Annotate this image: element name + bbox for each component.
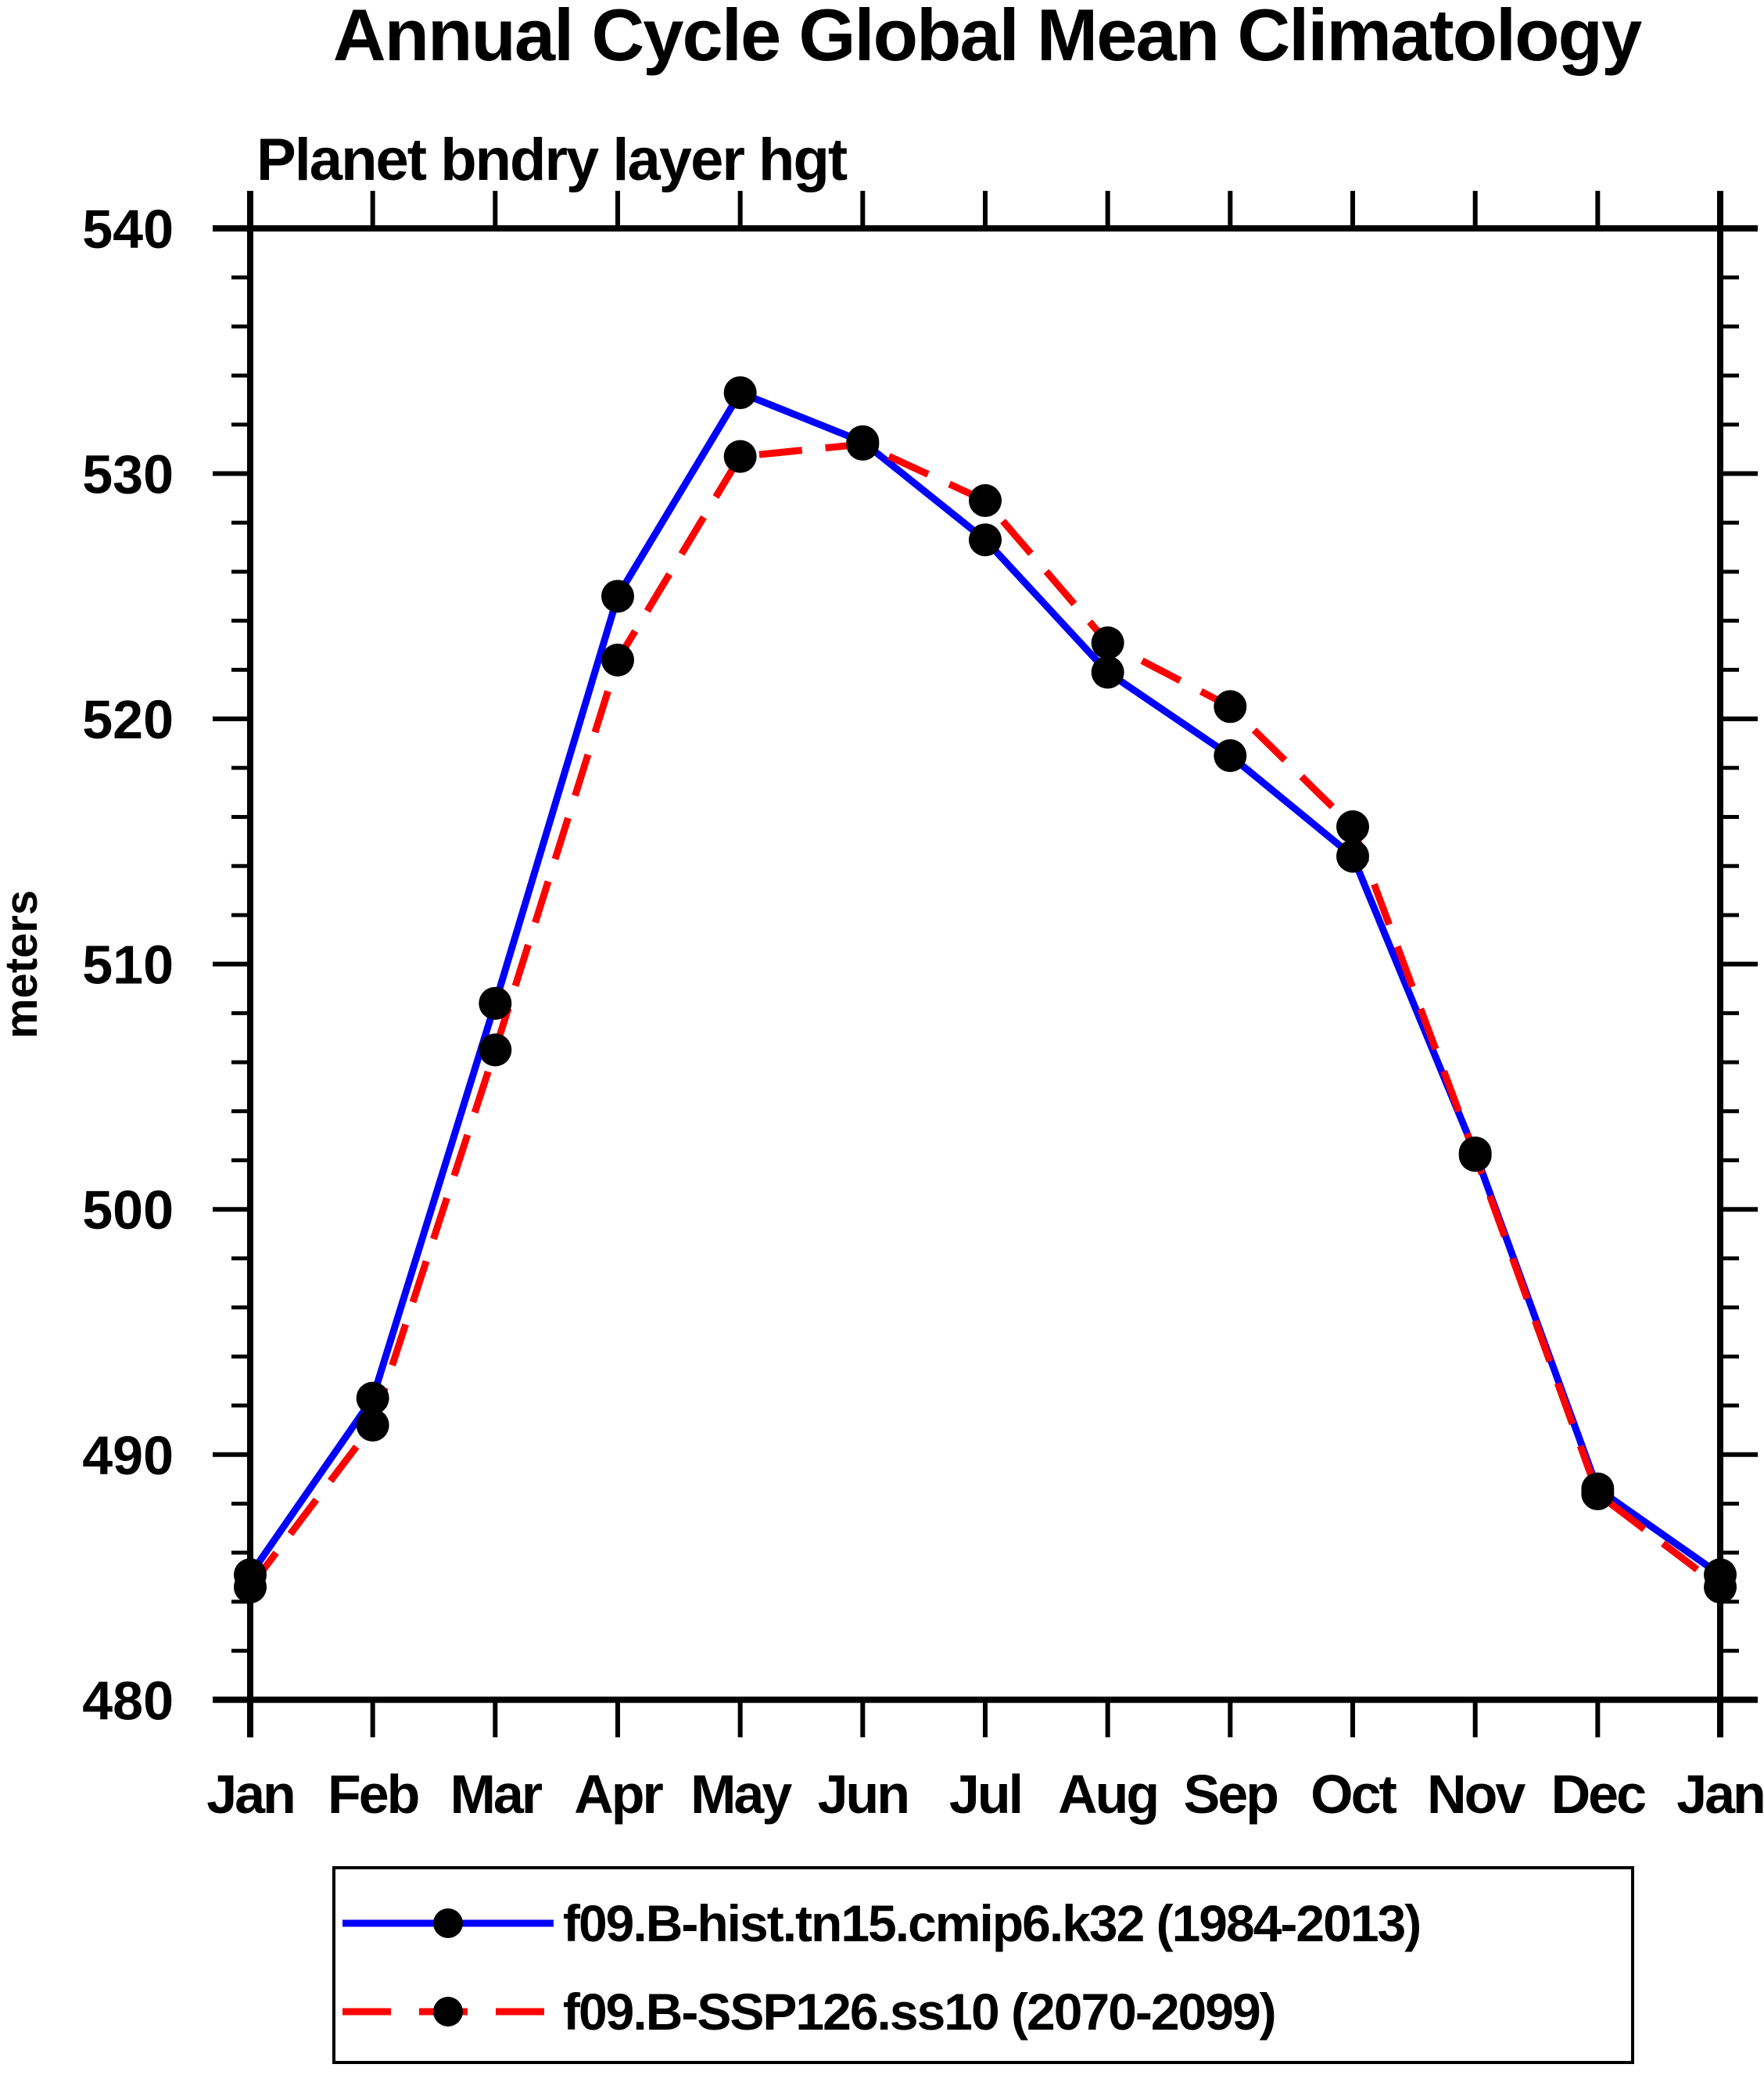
data-point-marker-1 xyxy=(234,1571,267,1604)
y-tick-label: 490 xyxy=(82,1425,174,1486)
data-point-marker-1 xyxy=(1214,690,1247,723)
x-tick-label: Jun xyxy=(818,1764,908,1825)
data-point-marker-0 xyxy=(969,523,1002,557)
chart-title: Annual Cycle Global Mean Climatology xyxy=(333,0,1642,76)
y-tick-label: 480 xyxy=(82,1670,174,1731)
data-point-marker-0 xyxy=(601,580,634,613)
x-tick-label: Jan xyxy=(1676,1764,1764,1825)
data-point-marker-1 xyxy=(1581,1477,1615,1510)
legend-entry-ssp: f09.B-SSP126.ss10 (2070-2099) xyxy=(342,1983,1277,2041)
x-tick-label: Sep xyxy=(1184,1764,1278,1825)
data-point-marker-1 xyxy=(1336,810,1369,844)
series-line-0 xyxy=(247,389,1723,1578)
data-point-marker-1 xyxy=(723,440,757,473)
data-point-marker-1 xyxy=(1458,1139,1492,1172)
y-tick-label: 510 xyxy=(82,935,174,996)
data-point-marker-1 xyxy=(356,1409,389,1442)
x-tick-label: Aug xyxy=(1058,1764,1157,1825)
y-tick-label: 530 xyxy=(82,444,174,505)
chart-subtitle: Planet bndry layer hgt xyxy=(256,127,848,193)
data-point-marker-1 xyxy=(846,427,880,461)
data-point-marker-1 xyxy=(969,484,1002,518)
legend-marker-hist xyxy=(433,1908,463,1938)
data-point-marker-0 xyxy=(479,986,512,1020)
x-tick-label: Jul xyxy=(949,1764,1021,1825)
x-tick-label: Jan xyxy=(206,1764,294,1825)
x-tick-label: May xyxy=(690,1764,792,1825)
legend-entry-hist: f09.B-hist.tn15.cmip6.k32 (1984-2013) xyxy=(342,1894,1422,1952)
series-line-1 xyxy=(247,440,1723,1590)
x-tick-label: Dec xyxy=(1551,1764,1645,1825)
series-group xyxy=(234,376,1737,1604)
x-tick-label: Nov xyxy=(1427,1764,1526,1825)
data-point-marker-1 xyxy=(1091,626,1124,659)
data-point-marker-1 xyxy=(601,643,634,677)
x-tick-label: Oct xyxy=(1310,1764,1396,1825)
x-tick-label: Feb xyxy=(328,1764,418,1825)
y-axis-label: meters xyxy=(0,890,47,1039)
x-tick-label: Mar xyxy=(450,1764,543,1825)
x-tick-label: Apr xyxy=(574,1764,663,1825)
legend-label-ssp: f09.B-SSP126.ss10 (2070-2099) xyxy=(563,1983,1275,2041)
legend: f09.B-hist.tn15.cmip6.k32 (1984-2013) f0… xyxy=(332,1866,1634,2064)
y-tick-label: 500 xyxy=(82,1179,174,1240)
data-point-marker-1 xyxy=(1704,1571,1737,1604)
data-point-marker-0 xyxy=(356,1381,389,1415)
legend-box xyxy=(332,1866,1634,2064)
data-point-marker-0 xyxy=(1091,655,1124,689)
legend-label-hist: f09.B-hist.tn15.cmip6.k32 (1984-2013) xyxy=(563,1894,1420,1952)
legend-marker-ssp xyxy=(433,1997,463,2027)
y-tick-label: 540 xyxy=(82,199,174,260)
data-point-marker-0 xyxy=(1336,839,1369,873)
data-point-marker-0 xyxy=(723,376,757,410)
y-tick-label: 520 xyxy=(82,689,174,750)
data-point-marker-1 xyxy=(479,1033,512,1067)
data-point-marker-0 xyxy=(1214,739,1247,773)
axes-group: Jan Feb Mar Apr May Jun Jul Aug Sep Oct Nov Dec Jan 4… xyxy=(82,191,1764,1825)
